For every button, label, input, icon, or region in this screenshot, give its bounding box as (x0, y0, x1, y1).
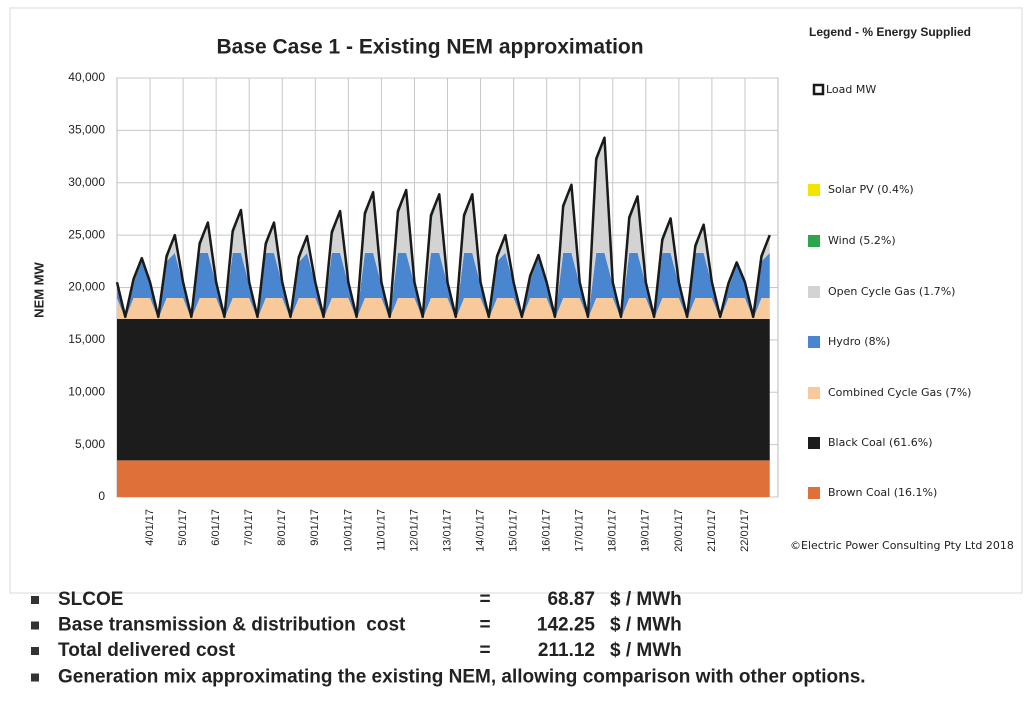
bullet-unit: $ / MWh (610, 615, 682, 636)
bullet-unit: $ / MWh (610, 640, 682, 661)
x-tick-label: 14/01/17 (474, 509, 486, 552)
y-tick-label: 30,000 (68, 175, 105, 189)
x-tick-label: 5/01/17 (177, 509, 189, 546)
bullet-label: Generation mix approximating the existin… (58, 667, 866, 688)
x-tick-label: 22/01/17 (739, 509, 751, 552)
bullet-sign: = (479, 640, 490, 661)
y-tick-label: 10,000 (68, 384, 105, 398)
y-tick-label: 25,000 (68, 227, 105, 241)
bullet (31, 621, 39, 630)
area (117, 460, 770, 497)
bullet-label: Base transmission & distribution cost (58, 615, 406, 636)
x-tick-label: 9/01/17 (309, 509, 321, 546)
bullet-label: SLCOE (58, 589, 123, 610)
x-tick-label: 8/01/17 (276, 509, 288, 546)
y-tick-label: 5,000 (75, 437, 105, 451)
legend-swatch (808, 184, 820, 196)
y-tick-label: 35,000 (68, 123, 105, 137)
x-tick-label: 6/01/17 (210, 509, 222, 546)
legend-label: Brown Coal (16.1%) (828, 486, 937, 499)
bullet-value: 142.25 (537, 615, 596, 636)
x-tick-label: 4/01/17 (144, 509, 156, 546)
legend-swatch (808, 235, 820, 247)
bullet (31, 673, 39, 682)
x-tick-label: 19/01/17 (640, 509, 652, 552)
legend-label: Wind (5.2%) (828, 234, 896, 247)
y-tick-label: 15,000 (68, 332, 105, 346)
bullet-sign: = (479, 615, 490, 636)
legend-label: Load MW (826, 83, 876, 96)
legend-swatch (808, 286, 820, 298)
legend-swatch (808, 336, 820, 348)
x-tick-label: 17/01/17 (574, 509, 586, 552)
x-tick-label: 7/01/17 (243, 509, 255, 546)
bullet (31, 596, 39, 604)
y-tick-label: 20,000 (68, 280, 105, 294)
legend-label: Hydro (8%) (828, 335, 890, 348)
area (117, 297, 770, 319)
bullet-value: 211.12 (538, 640, 595, 661)
bullet (31, 647, 39, 655)
legend-label: Combined Cycle Gas (7%) (828, 386, 971, 399)
legend-label: Open Cycle Gas (1.7%) (828, 285, 955, 298)
x-tick-label: 10/01/17 (342, 509, 354, 552)
load-line (115, 136, 771, 319)
chart-title: Base Case 1 - Existing NEM approximation (216, 36, 643, 59)
area (117, 252, 770, 319)
x-tick-label: 16/01/17 (541, 509, 553, 552)
x-tick-label: 11/01/17 (375, 509, 387, 551)
bullet-value: 68.87 (547, 589, 595, 610)
bullet-sign: = (479, 589, 490, 610)
bullet-label: Total delivered cost (58, 640, 236, 661)
legend-marker (812, 83, 825, 96)
x-tick-label: 20/01/17 (673, 509, 685, 552)
x-tick-label: 15/01/17 (508, 509, 520, 552)
x-tick-label: 13/01/17 (441, 509, 453, 552)
y-tick-label: 0 (98, 489, 105, 503)
legend-label: Solar PV (0.4%) (828, 183, 914, 196)
credit: ©Electric Power Consulting Pty Ltd 2018 (790, 539, 1014, 552)
y-tick-label: 40,000 (68, 70, 105, 84)
area (117, 318, 770, 461)
legend-title: Legend - % Energy Supplied (809, 25, 971, 39)
bullet-unit: $ / MWh (610, 589, 682, 610)
legend-swatch (808, 487, 820, 499)
x-tick-label: 21/01/17 (706, 509, 718, 552)
x-tick-label: 12/01/17 (408, 509, 420, 552)
legend-swatch (808, 387, 820, 399)
legend-swatch (808, 437, 820, 449)
y-axis-label: NEM MW (31, 261, 46, 317)
x-tick-label: 18/01/17 (607, 509, 619, 552)
legend-label: Black Coal (61.6%) (828, 436, 933, 449)
